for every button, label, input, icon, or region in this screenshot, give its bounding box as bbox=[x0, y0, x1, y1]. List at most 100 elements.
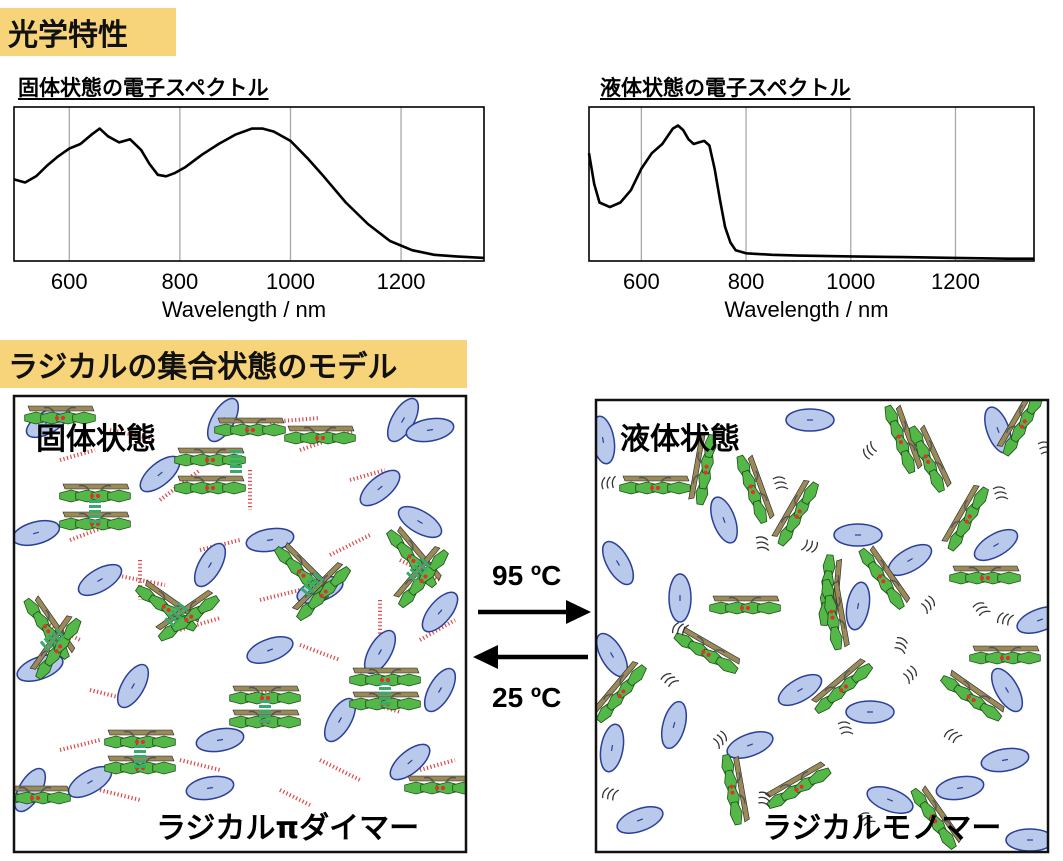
motion-arc bbox=[924, 599, 932, 611]
solid-state-panel bbox=[12, 394, 468, 854]
molecule-edge bbox=[352, 667, 420, 674]
aromatic-ring bbox=[152, 761, 176, 775]
radical-center-dot bbox=[46, 629, 51, 634]
radical-center-dot bbox=[929, 814, 935, 819]
motion-arc bbox=[895, 642, 907, 650]
molecule-edge bbox=[62, 483, 130, 490]
counter-ion-ellipse bbox=[660, 700, 688, 750]
ellipse-mark bbox=[956, 786, 964, 790]
motion-arc bbox=[860, 816, 873, 822]
counter-ion-ellipse bbox=[1016, 606, 1048, 634]
motion-arc bbox=[811, 541, 819, 553]
aggregate-model-banner: ラジカルの集合状態のモデル bbox=[0, 340, 467, 388]
molecule-edge bbox=[733, 755, 750, 823]
ellipse-mark bbox=[377, 649, 383, 655]
counter-ion-ellipse bbox=[777, 673, 823, 707]
pi-stack-bar bbox=[230, 470, 242, 473]
radical-molecule bbox=[736, 454, 775, 524]
radical-center-dot bbox=[297, 569, 302, 574]
molecule-edge bbox=[291, 562, 344, 611]
motion-arc bbox=[995, 496, 1009, 500]
counter-ion-ellipse bbox=[785, 408, 835, 432]
motion-arc bbox=[972, 602, 985, 608]
radical-molecule bbox=[229, 685, 301, 705]
counter-ion-ellipse bbox=[935, 775, 985, 801]
x-tick-label-1000: 1000 bbox=[826, 269, 875, 294]
alkyl-chain bbox=[193, 448, 227, 455]
alkyl-chain bbox=[193, 476, 227, 483]
radical-center-dot bbox=[896, 434, 901, 439]
pi-stack-bar bbox=[39, 640, 50, 652]
aromatic-ring bbox=[262, 423, 286, 437]
radical-center-dot bbox=[979, 575, 985, 581]
radical-center-dot bbox=[204, 457, 210, 463]
alkyl-chain bbox=[638, 476, 672, 483]
aromatic-ring bbox=[107, 517, 131, 531]
counter-ion-ellipse bbox=[710, 496, 738, 544]
counter-ion-ellipse bbox=[990, 667, 1024, 713]
molecule-edge bbox=[407, 775, 466, 782]
pi-stack-bar bbox=[43, 637, 54, 649]
motion-arc bbox=[839, 726, 852, 730]
molecule-edge bbox=[393, 546, 441, 598]
motion-arc bbox=[664, 676, 676, 684]
pi-stack-bar bbox=[51, 630, 62, 643]
aromatic-ring bbox=[801, 481, 819, 506]
motion-arc bbox=[755, 536, 769, 541]
radical-center-dot bbox=[706, 652, 711, 657]
plot-frame bbox=[13, 106, 485, 262]
radical-center-dot bbox=[967, 514, 972, 519]
pi-stack-bar bbox=[413, 564, 424, 575]
pi-stack-bar bbox=[405, 571, 417, 583]
intermolecular-contact bbox=[114, 573, 166, 587]
counter-ion-ellipse bbox=[389, 743, 431, 781]
ellipse-mark bbox=[610, 744, 614, 752]
motion-arc bbox=[671, 622, 679, 634]
motion-arc bbox=[677, 623, 685, 635]
motion-arc bbox=[870, 441, 878, 453]
ellipse-mark bbox=[609, 652, 615, 658]
spectrum-line bbox=[13, 127, 485, 260]
pi-stack-bar bbox=[230, 450, 242, 453]
intermolecular-contact bbox=[419, 618, 456, 642]
aromatic-ring bbox=[752, 499, 768, 524]
motion-arc bbox=[756, 546, 770, 551]
radical-center-dot bbox=[35, 795, 41, 801]
pi-stack-bar bbox=[134, 760, 146, 763]
ellipse-mark bbox=[97, 577, 103, 583]
alkyl-chain bbox=[248, 686, 282, 693]
motion-arc bbox=[994, 491, 1007, 495]
aromatic-ring bbox=[329, 566, 352, 588]
motion-arc bbox=[774, 481, 787, 485]
x-tick-label-600: 600 bbox=[51, 269, 88, 294]
pi-stack-bar bbox=[89, 510, 101, 513]
aromatic-ring bbox=[277, 691, 301, 705]
radical-center-dot bbox=[134, 739, 140, 745]
pi-stack-bar bbox=[379, 687, 391, 690]
motion-arc bbox=[857, 812, 870, 818]
alkyl-chain bbox=[902, 420, 916, 451]
aromatic-ring bbox=[714, 656, 739, 674]
radical-molecule bbox=[996, 400, 1044, 457]
radical-molecule bbox=[910, 785, 963, 850]
radical-molecule bbox=[764, 761, 832, 809]
pi-stack-bar bbox=[173, 605, 186, 616]
pi-stack-interaction bbox=[89, 500, 101, 523]
radical-molecule bbox=[941, 484, 989, 552]
radical-center-dot bbox=[829, 609, 834, 614]
radical-molecule bbox=[59, 483, 131, 503]
thermal-motion-lines bbox=[894, 636, 908, 655]
radical-center-dot bbox=[265, 695, 271, 701]
thermal-motion-lines bbox=[758, 791, 771, 808]
ellipse-mark bbox=[32, 531, 40, 535]
radical-center-dot bbox=[799, 784, 804, 789]
radical-molecule bbox=[908, 424, 952, 493]
solid-panel-frame bbox=[12, 394, 468, 854]
solid-state-label: 固体状態 bbox=[36, 422, 156, 457]
plot-frame bbox=[588, 106, 1035, 262]
motion-arc bbox=[1039, 446, 1048, 450]
radical-center-dot bbox=[379, 677, 385, 683]
pi-stack-bar bbox=[379, 682, 391, 685]
liquid-spectrum-chart: 600 800 1000 1200 Wavelength / nm bbox=[587, 106, 1035, 322]
heat-arrow-right bbox=[478, 600, 591, 624]
